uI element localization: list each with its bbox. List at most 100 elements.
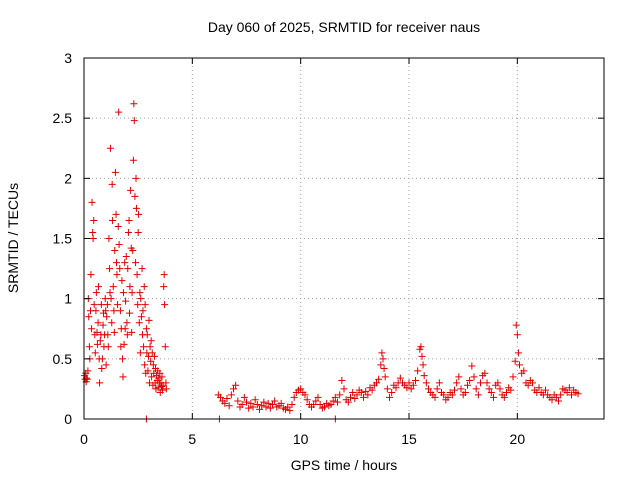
- data-point: [490, 393, 497, 401]
- data-point: [130, 117, 138, 125]
- data-point: [88, 198, 96, 206]
- data-point: [310, 401, 318, 409]
- data-point: [161, 343, 169, 351]
- data-point: [461, 389, 469, 397]
- data-point: [128, 289, 136, 297]
- data-point: [396, 374, 404, 382]
- data-point: [110, 328, 118, 336]
- data-point: [133, 271, 141, 279]
- data-point: [375, 375, 383, 383]
- data-point: [240, 393, 248, 401]
- data-point: [249, 403, 257, 411]
- data-point: [574, 390, 582, 398]
- x-tick-label: 5: [188, 431, 196, 447]
- y-tick-label: 0.5: [53, 351, 73, 367]
- data-point: [110, 307, 118, 315]
- data-point: [107, 295, 115, 303]
- data-point: [85, 313, 93, 321]
- data-point: [122, 297, 130, 305]
- x-tick-label: 15: [401, 431, 417, 447]
- y-tick-label: 0: [64, 411, 72, 427]
- data-point: [414, 367, 422, 375]
- data-point: [266, 404, 274, 412]
- data-point: [347, 393, 354, 401]
- data-point: [119, 373, 127, 381]
- data-point: [124, 265, 132, 273]
- data-point: [118, 277, 126, 285]
- data-point: [138, 265, 146, 273]
- chart-title: Day 060 of 2025, SRMTID for receiver nau…: [208, 19, 480, 35]
- data-point: [380, 364, 388, 372]
- data-point: [141, 361, 149, 369]
- data-point: [91, 349, 99, 357]
- data-point: [453, 379, 461, 387]
- data-point: [113, 259, 120, 267]
- data-point: [126, 309, 133, 317]
- data-point: [120, 340, 128, 348]
- data-point: [90, 216, 98, 224]
- data-point: [119, 355, 127, 363]
- data-point: [223, 395, 231, 403]
- data-point: [125, 216, 133, 224]
- data-point: [134, 301, 142, 309]
- data-point: [121, 325, 129, 333]
- data-point: [321, 403, 328, 411]
- x-tick-label: 20: [510, 431, 526, 447]
- x-tick-label: 10: [293, 431, 309, 447]
- data-point: [97, 301, 105, 309]
- data-point: [331, 393, 339, 401]
- data-point: [111, 168, 119, 176]
- data-point: [368, 386, 376, 394]
- data-point: [494, 379, 502, 387]
- data-point: [122, 253, 130, 261]
- data-point: [232, 381, 240, 389]
- data-point: [336, 391, 344, 399]
- data-point: [123, 331, 131, 339]
- data-point: [407, 385, 415, 393]
- data-point: [516, 361, 523, 369]
- data-point: [150, 352, 158, 360]
- data-point: [514, 349, 522, 357]
- data-point: [136, 289, 144, 297]
- data-point: [105, 235, 113, 242]
- data-point: [392, 384, 400, 392]
- data-point: [555, 397, 562, 405]
- data-point: [234, 397, 242, 405]
- y-axis-label: SRMTID / TECUs: [5, 183, 21, 293]
- data-point: [444, 393, 452, 401]
- data-point: [451, 386, 458, 394]
- data-point: [225, 402, 233, 410]
- data-point: [464, 381, 471, 389]
- data-point: [507, 386, 515, 394]
- data-point: [114, 301, 122, 309]
- data-point: [381, 373, 389, 381]
- data-point: [256, 405, 263, 413]
- data-point: [89, 235, 97, 242]
- data-point: [145, 352, 153, 360]
- data-point: [477, 379, 484, 387]
- x-tick-label: 0: [80, 431, 88, 447]
- data-point: [417, 343, 425, 351]
- grid-layer: [84, 58, 604, 419]
- y-tick-label: 2.5: [53, 110, 73, 126]
- data-point: [262, 403, 270, 411]
- data-point: [143, 331, 151, 339]
- data-point: [373, 379, 380, 387]
- data-point: [349, 389, 357, 397]
- data-point: [329, 397, 337, 405]
- data-point: [106, 265, 114, 273]
- data-point: [135, 319, 143, 327]
- data-point: [301, 391, 309, 399]
- data-point: [144, 367, 152, 375]
- data-point: [297, 385, 305, 393]
- data-point: [98, 364, 106, 372]
- data-point: [357, 389, 365, 397]
- data-point: [106, 144, 114, 152]
- data-point: [243, 398, 250, 406]
- data-point: [84, 367, 92, 375]
- data-point: [129, 247, 137, 255]
- data-point: [158, 386, 166, 394]
- data-point: [131, 192, 139, 200]
- data-point: [440, 391, 448, 399]
